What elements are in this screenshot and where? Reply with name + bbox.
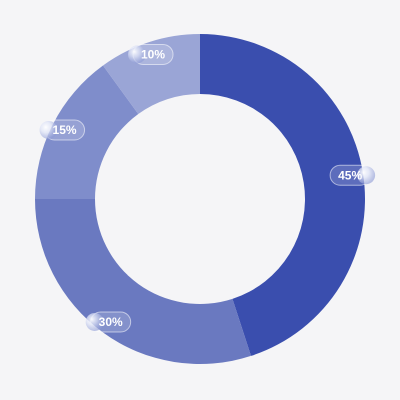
data-label: 10% [141,48,165,62]
data-label: 15% [53,123,77,137]
label-bubble [85,312,104,331]
label-bubble [39,120,58,139]
data-label: 45% [338,168,362,182]
donut-slice [103,34,200,115]
label-bubble [357,166,376,185]
label-bubble [128,45,147,64]
donut-slice [200,34,365,356]
data-label: 30% [99,315,123,329]
donut-slice [35,65,139,199]
donut-slice [35,199,251,364]
